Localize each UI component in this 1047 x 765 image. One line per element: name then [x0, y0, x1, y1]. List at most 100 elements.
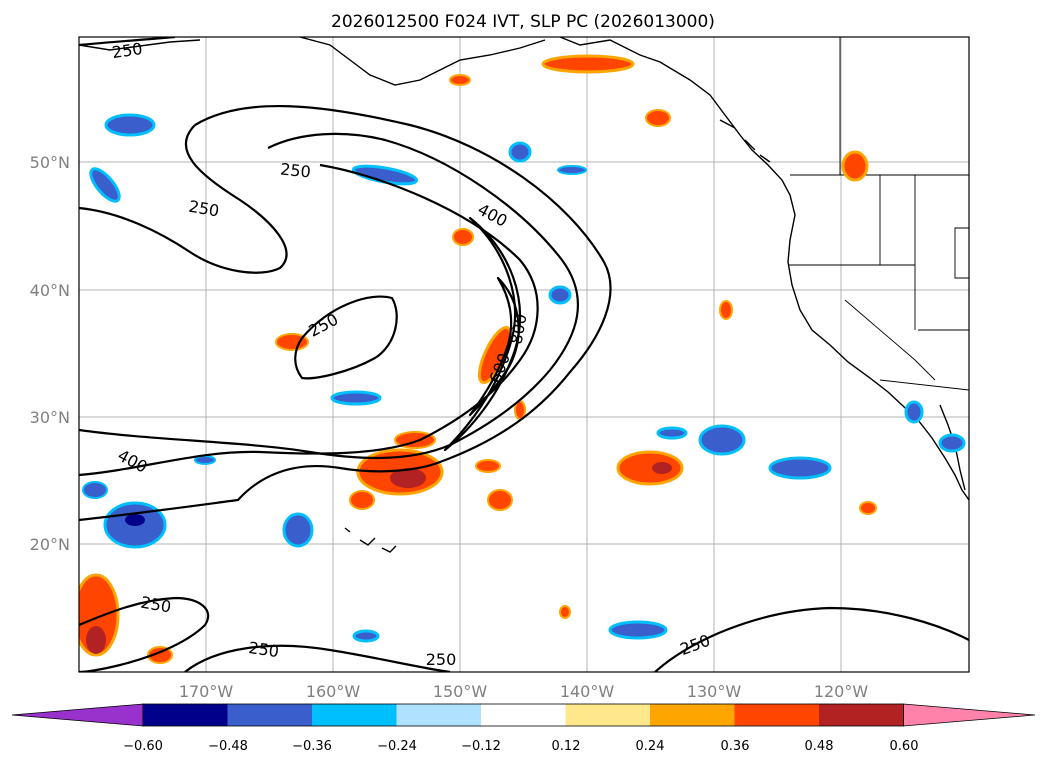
colorbar-outline: [142, 703, 904, 727]
negative-anomaly-blob: [89, 167, 121, 203]
colorbar-segment: [396, 704, 482, 726]
contour-250-island: [294, 295, 398, 380]
positive-anomaly-blob: [652, 462, 672, 474]
negative-anomaly-blob: [548, 285, 572, 305]
negative-anomaly-blob: [768, 456, 832, 480]
positive-anomaly-blob: [559, 605, 571, 619]
colorbar-segment: [481, 704, 566, 726]
colorbar-tick-label: −0.12: [461, 739, 501, 754]
negative-anomaly-blob: [330, 390, 382, 406]
bering-coastline: [79, 39, 201, 51]
lon-label-120w: 120°W: [814, 682, 869, 701]
lon-label-160w: 160°W: [306, 682, 361, 701]
colorbar-segment: [312, 704, 397, 726]
latitude-labels: 50°N 40°N 30°N 20°N: [30, 153, 70, 554]
negative-anomaly-blob: [698, 424, 746, 456]
contour-250-south: [79, 596, 210, 672]
positive-anomaly-blob: [147, 646, 173, 664]
state-borders-southwest: [844, 299, 969, 391]
north-america-coastline: [559, 37, 969, 501]
colorbar-segment: [734, 704, 820, 726]
colorbar-segment: [143, 704, 228, 726]
positive-anomaly-blob: [390, 468, 426, 488]
contour-label: 250: [247, 638, 280, 661]
contour-600: [443, 216, 522, 452]
map-panel: 250 250 250 250 250 250 250 400 400 600 …: [30, 36, 970, 701]
negative-anomaly-blob: [104, 113, 156, 137]
contour-250-outer: [79, 104, 612, 522]
political-borders: [788, 37, 969, 391]
anomaly-shading: [79, 54, 966, 664]
positive-anomaly-blob: [841, 150, 869, 182]
positive-anomaly-blob: [449, 74, 471, 86]
positive-anomaly-blob: [349, 490, 375, 510]
positive-anomaly-blob: [616, 450, 684, 486]
lon-label-130w: 130°W: [687, 682, 742, 701]
negative-anomaly-blob: [352, 629, 380, 643]
longitude-labels: 170°W 160°W 150°W 140°W 130°W 120°W: [179, 682, 869, 701]
coastlines: [79, 37, 969, 553]
positive-anomaly-blob: [719, 300, 733, 320]
contour-250-north: [79, 37, 176, 47]
negative-anomaly-blob: [125, 514, 145, 526]
lat-label-30n: 30°N: [30, 408, 70, 427]
contour-250-south-mid: [184, 644, 451, 672]
hawaii-islands: [344, 527, 397, 553]
colorbar-extend-min: [11, 703, 144, 727]
colorbar: −0.60 −0.48 −0.36 −0.24 −0.12 0.12 0.24 …: [11, 703, 1036, 754]
colorbar-segments: [11, 703, 1036, 727]
contour-800: [468, 276, 520, 417]
colorbar-tick-label: 0.60: [890, 739, 919, 754]
map-frame: [78, 36, 970, 673]
colorbar-tick-label: −0.48: [208, 739, 248, 754]
lat-label-20n: 20°N: [30, 535, 70, 554]
contour-label: 250: [111, 39, 144, 62]
colorbar-tick-label: −0.24: [377, 739, 417, 754]
positive-anomaly-blob: [452, 228, 474, 246]
contour-label: 250: [279, 159, 311, 181]
state-borders-northwest: [788, 175, 969, 331]
colorbar-segment: [650, 704, 735, 726]
colorbar-tick-label: 0.12: [552, 739, 581, 754]
colorbar-segment: [565, 704, 651, 726]
contour-250-inner: [79, 132, 580, 460]
positive-anomaly-blob: [487, 489, 513, 511]
negative-anomaly-blob: [656, 426, 688, 440]
contour-250-west: [79, 124, 288, 274]
colorbar-extend-max: [903, 703, 1036, 727]
ivt-contours: [79, 37, 969, 672]
lon-label-140w: 140°W: [560, 682, 615, 701]
negative-anomaly-blob: [608, 620, 668, 640]
positive-anomaly-blob: [86, 626, 106, 654]
positive-anomaly-blob: [645, 109, 671, 127]
lat-label-40n: 40°N: [30, 281, 70, 300]
figure-title: 2026012500 F024 IVT, SLP PC (2026013000): [331, 12, 715, 32]
colorbar-tick-label: −0.36: [292, 739, 332, 754]
colorbar-tick-label: 0.36: [721, 739, 750, 754]
positive-anomaly-blob: [475, 459, 501, 473]
lat-label-50n: 50°N: [30, 153, 70, 172]
negative-anomaly-blob: [282, 512, 314, 548]
colorbar-tick-label: −0.60: [123, 739, 163, 754]
negative-anomaly-blob: [904, 400, 924, 424]
positive-anomaly-blob: [275, 333, 309, 351]
negative-anomaly-blob: [938, 433, 966, 453]
contour-label: 250: [426, 650, 457, 669]
coastal-islands: [719, 119, 771, 163]
contour-250-southeast: [654, 606, 969, 672]
negative-anomaly-blob: [508, 141, 532, 163]
state-borders-east: [954, 227, 969, 279]
positive-anomaly-blob: [541, 54, 635, 74]
negative-anomaly-blob: [557, 165, 587, 175]
colorbar-tick-label: 0.24: [636, 739, 665, 754]
alaska-coastline: [299, 37, 546, 86]
colorbar-segment: [227, 704, 313, 726]
colorbar-segment: [819, 704, 904, 726]
negative-anomaly-blob: [82, 481, 108, 499]
lon-label-170w: 170°W: [179, 682, 234, 701]
colorbar-tick-label: 0.48: [805, 739, 834, 754]
colorbar-tick-labels: −0.60 −0.48 −0.36 −0.24 −0.12 0.12 0.24 …: [123, 739, 918, 754]
lon-label-150w: 150°W: [433, 682, 488, 701]
positive-anomaly-blob: [859, 501, 877, 515]
